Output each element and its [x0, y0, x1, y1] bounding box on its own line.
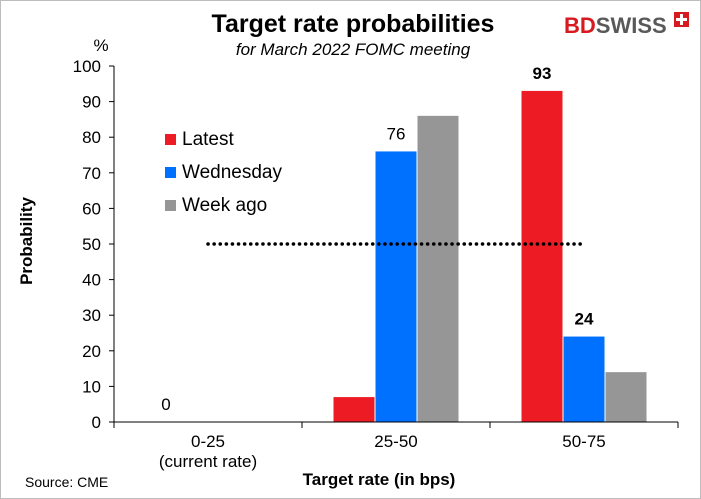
y-axis-unit: % — [93, 36, 108, 55]
legend: Latest Wednesday Week ago — [165, 129, 282, 216]
x-axis-title: Target rate (in bps) — [303, 470, 456, 489]
bar — [521, 90, 563, 423]
x-tick-label: 25-50 — [374, 432, 417, 451]
chart-title: Target rate probabilities — [212, 10, 495, 38]
bar — [605, 372, 647, 422]
y-tick-label: 80 — [82, 128, 101, 147]
source-note: Source: CME — [25, 474, 108, 490]
bar — [333, 397, 375, 422]
y-tick-label: 10 — [82, 377, 101, 396]
chart-subtitle: for March 2022 FOMC meeting — [236, 40, 471, 59]
data-label: 24 — [575, 310, 594, 329]
legend-label: Wednesday — [182, 162, 282, 183]
y-tick-label: 20 — [82, 342, 101, 361]
data-label: 76 — [387, 124, 406, 143]
data-label: 0 — [161, 395, 170, 414]
legend-swatch — [165, 134, 176, 145]
brand-logo: BDSWISS — [564, 12, 689, 38]
legend-label: Week ago — [182, 195, 267, 216]
y-tick-label: 40 — [82, 271, 101, 290]
logo-text-bd: BD — [564, 13, 596, 38]
y-tick-label: 90 — [82, 93, 101, 112]
y-tick-label: 60 — [82, 199, 101, 218]
data-label: 93 — [533, 64, 552, 83]
bar — [375, 151, 417, 422]
y-tick-label: 0 — [92, 413, 101, 432]
bar — [563, 336, 605, 422]
logo-text-swiss: SWISS — [596, 13, 667, 38]
y-tick-label: 100 — [73, 57, 101, 76]
legend-swatch — [165, 200, 176, 211]
x-tick-label: 0-25 — [191, 432, 225, 451]
svg-text:BDSWISS: BDSWISS — [564, 13, 667, 38]
y-tick-label: 50 — [82, 235, 101, 254]
swiss-cross-icon — [674, 12, 689, 27]
legend-label: Latest — [182, 129, 234, 150]
bars — [333, 90, 647, 423]
y-axis-title: Probability — [17, 197, 36, 285]
legend-swatch — [165, 167, 176, 178]
x-axis-ticks: 0-25(current rate) 25-50 50-75 — [113, 422, 679, 471]
bar — [417, 115, 459, 422]
data-labels: 0 76 93 24 — [161, 64, 594, 414]
x-tick-sublabel: (current rate) — [159, 452, 257, 471]
y-tick-label: 30 — [82, 306, 101, 325]
y-axis-ticks: 0 10 20 30 40 50 60 70 80 90 100 — [73, 57, 114, 432]
y-tick-label: 70 — [82, 164, 101, 183]
x-tick-label: 50-75 — [562, 432, 605, 451]
